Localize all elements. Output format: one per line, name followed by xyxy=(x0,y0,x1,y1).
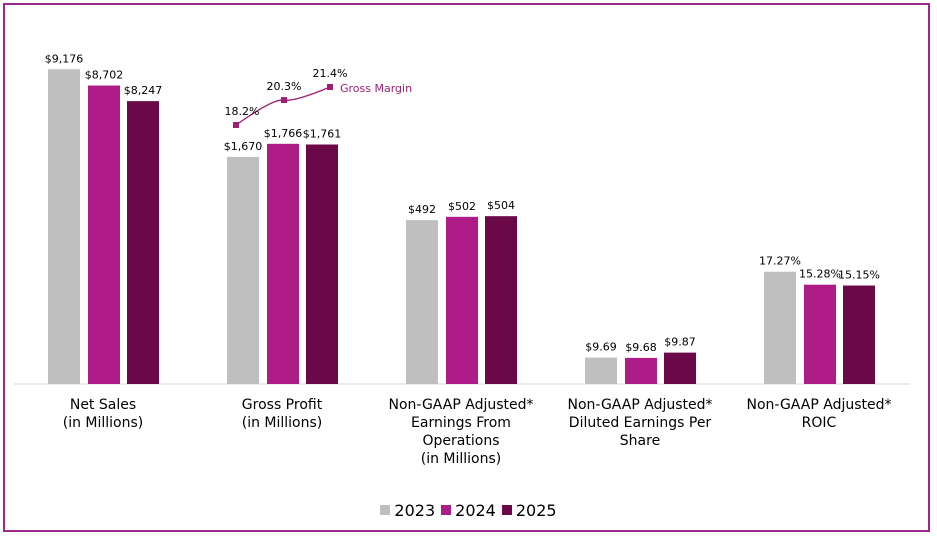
bar-2023-4 xyxy=(764,271,796,384)
bar-2025-0 xyxy=(127,101,159,384)
data-label: $9.68 xyxy=(625,341,657,354)
bar-2024-4 xyxy=(804,284,836,384)
data-label: $502 xyxy=(448,200,476,213)
category-label-line: Gross Profit xyxy=(241,397,323,413)
legend-item-2024: 2024 xyxy=(441,501,496,520)
gross-margin-series-label: Gross Margin xyxy=(340,82,412,95)
category-label-line: Non-GAAP Adjusted* xyxy=(567,397,713,413)
category-label: Non-GAAP Adjusted* ROIC xyxy=(729,396,909,432)
bar-2025-1 xyxy=(306,144,338,384)
data-label: $8,702 xyxy=(85,69,124,82)
bar-2025-2 xyxy=(485,216,517,384)
bar-2024-1 xyxy=(267,143,299,384)
gross-margin-point xyxy=(327,84,333,90)
category-label: Net Sales (in Millions) xyxy=(13,396,193,432)
bar-2024-0 xyxy=(88,85,120,385)
data-label: $1,670 xyxy=(224,140,263,153)
category-label-line: Earnings From xyxy=(411,415,511,431)
data-label: $504 xyxy=(487,199,515,212)
bar-2023-1 xyxy=(227,156,259,384)
gross-margin-label: 20.3% xyxy=(267,80,302,93)
data-label: 17.27% xyxy=(759,255,801,268)
data-label: $9,176 xyxy=(45,52,84,65)
category-label-line: ROIC xyxy=(801,415,837,431)
gross-margin-label: 21.4% xyxy=(313,67,348,80)
bar-2023-3 xyxy=(585,357,617,384)
gross-margin-point xyxy=(233,122,239,128)
legend-label: 2024 xyxy=(455,500,496,520)
bar-2024-2 xyxy=(446,216,478,384)
category-label-line: Share xyxy=(619,433,661,449)
category-label-line: Non-GAAP Adjusted* xyxy=(746,397,892,413)
category-label-line: (in Millions) xyxy=(241,415,323,431)
category-label: Gross Profit (in Millions) xyxy=(192,396,372,432)
category-label-line: Net Sales xyxy=(69,397,137,413)
data-label: 15.15% xyxy=(838,269,880,282)
legend-item-2025: 2025 xyxy=(501,500,557,520)
data-label: $9.87 xyxy=(664,336,696,349)
legend-swatch xyxy=(380,505,391,515)
legend: 2023 2024 2025 xyxy=(0,500,937,520)
data-label: $9.69 xyxy=(585,341,617,354)
data-label: 15.28% xyxy=(799,268,841,281)
data-label: $1,766 xyxy=(264,127,303,140)
legend-swatch xyxy=(501,505,512,515)
gross-margin-point xyxy=(281,97,287,104)
category-label-line: (in Millions) xyxy=(62,415,144,431)
category-label-line: (in Millions) xyxy=(420,451,502,467)
bar-2025-4 xyxy=(843,285,875,384)
category-label: Non-GAAP Adjusted* Diluted Earnings Per Sh… xyxy=(550,396,730,450)
bar-2023-2 xyxy=(406,220,438,384)
category-label-line: Operations xyxy=(422,433,500,449)
data-label: $492 xyxy=(408,203,436,216)
category-label: Non-GAAP Adjusted* Earnings From Operation… xyxy=(371,396,551,468)
legend-label: 2023 xyxy=(394,500,436,520)
category-label-line: Diluted Earnings Per xyxy=(568,415,712,431)
chart-frame xyxy=(3,3,930,532)
bar-2023-0 xyxy=(48,69,80,385)
bar-2024-3 xyxy=(625,357,657,384)
legend-swatch xyxy=(441,505,452,515)
data-label: $1,761 xyxy=(303,128,342,141)
bar-2025-3 xyxy=(664,352,696,384)
data-label: $8,247 xyxy=(124,84,163,97)
gross-margin-label: 18.2% xyxy=(225,105,260,118)
legend-item-2023: 2023 xyxy=(380,501,435,520)
legend-label: 2025 xyxy=(515,500,557,520)
category-label-line: Non-GAAP Adjusted* xyxy=(388,397,534,413)
